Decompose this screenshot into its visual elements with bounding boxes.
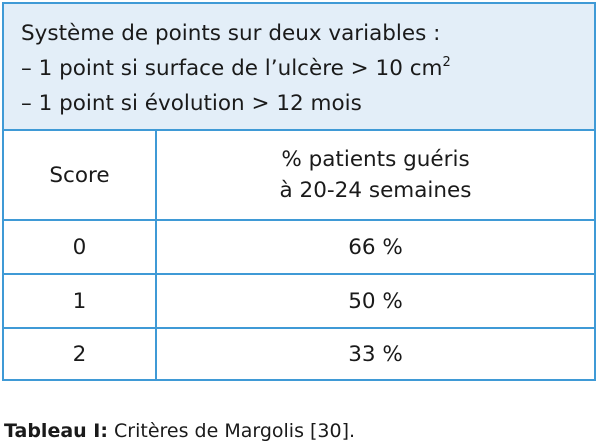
row-1-score: 1 — [72, 288, 87, 314]
header-line-2: – 1 point si surface de l’ulcère > 10 cm… — [21, 51, 594, 86]
row-0-percent: 66 % — [348, 234, 403, 260]
row-divider-3 — [4, 327, 594, 329]
row-0-score: 0 — [72, 234, 87, 260]
row-1-percent: 50 % — [348, 288, 403, 314]
table-header-block: Système de points sur deux variables : –… — [4, 4, 594, 131]
superscript-2: 2 — [442, 55, 451, 70]
row-2-percent: 33 % — [348, 341, 403, 367]
row-divider-1 — [4, 219, 594, 221]
header-line-1: Système de points sur deux variables : — [21, 21, 441, 46]
row-divider-2 — [4, 273, 594, 275]
score-grid: Score % patients guéris à 20-24 semaines… — [4, 131, 594, 379]
table-caption: Tableau I: Critères de Margolis [30]. — [4, 419, 355, 443]
caption-label: Tableau I: — [4, 420, 108, 442]
header-line-2-text: – 1 point si surface de l’ulcère > 10 cm — [21, 56, 443, 81]
header-line-3: – 1 point si évolution > 12 mois — [21, 91, 362, 116]
column-header-percent-line2: à 20-24 semaines — [279, 178, 472, 203]
caption-text: Critères de Margolis [30]. — [107, 420, 356, 442]
column-header-percent-line1: % patients guéris — [281, 147, 470, 172]
column-header-score: Score — [49, 162, 110, 188]
row-2-score: 2 — [72, 341, 87, 367]
column-header-percent: % patients guéris à 20-24 semaines — [157, 131, 594, 219]
margolis-table: Système de points sur deux variables : –… — [2, 2, 596, 381]
column-divider — [155, 131, 157, 379]
